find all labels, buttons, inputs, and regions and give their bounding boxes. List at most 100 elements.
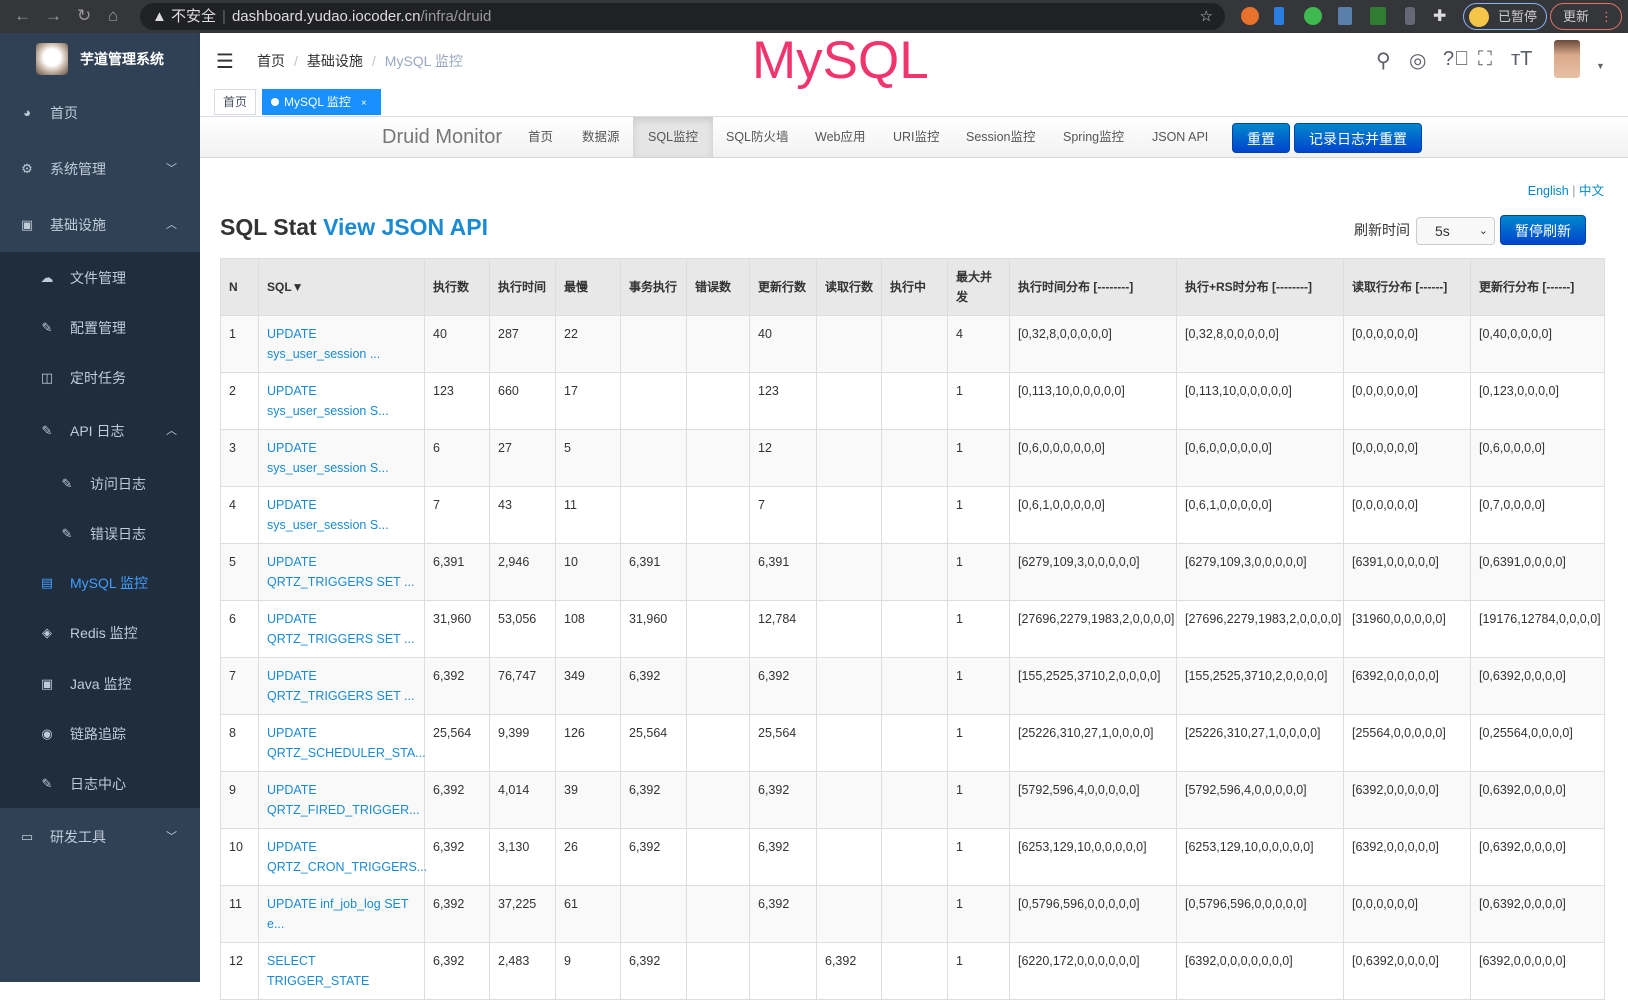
sidebar-item[interactable]: ▣ 基础设施 ︿ — [0, 200, 200, 250]
table-cell: [0,40,0,0,0,0] — [1470, 315, 1605, 373]
extension-icon[interactable] — [1304, 7, 1322, 25]
close-icon[interactable]: × — [360, 98, 367, 109]
sidebar-item[interactable]: ☁ 文件管理 — [0, 253, 200, 303]
sql-link[interactable]: UPDATE QRTZ_TRIGGERS SET ... — [267, 669, 415, 703]
chevron-down-icon: ﹀ — [166, 831, 177, 843]
insecure-label: 不安全 — [171, 8, 217, 25]
table-cell: [0,6392,0,0,0,0] — [1470, 771, 1605, 829]
breadcrumb: 首页 / 基础设施 / MySQL 监控 — [257, 53, 463, 69]
help-icon[interactable]: ?⃝ — [1443, 48, 1470, 70]
table-cell: 7 — [749, 486, 817, 544]
sql-link[interactable]: SELECT TRIGGER_STATE — [267, 954, 370, 988]
druid-nav-item[interactable]: 首页 — [528, 130, 554, 144]
extension-icon[interactable] — [1405, 7, 1415, 25]
active-dot-icon — [271, 98, 279, 106]
druid-nav-item[interactable]: Spring监控 — [1063, 130, 1125, 144]
table-cell: 26 — [555, 828, 621, 886]
table-cell — [816, 885, 882, 943]
table-cell: UPDATE QRTZ_FIRED_TRIGGER... — [258, 771, 425, 829]
puzzle-icon[interactable]: ✚ — [1433, 8, 1447, 25]
breadcrumb-item[interactable]: 首页 — [257, 53, 285, 69]
table-cell: 6,391 — [749, 543, 817, 601]
home-icon[interactable]: ⌂ — [108, 6, 119, 25]
lang-chinese[interactable]: 中文 — [1578, 184, 1604, 198]
sql-link[interactable]: UPDATE QRTZ_FIRED_TRIGGER... — [267, 783, 420, 817]
sql-link[interactable]: UPDATE QRTZ_CRON_TRIGGERS... — [267, 840, 428, 874]
star-icon[interactable]: ☆ — [1199, 8, 1213, 25]
sidebar-item[interactable]: ◕ 首页 — [0, 88, 200, 138]
refresh-interval-select[interactable]: 5s ⌄ — [1416, 217, 1495, 245]
github-icon[interactable]: ◎ — [1409, 50, 1427, 72]
sidebar-item-label: Java 监控 — [70, 676, 132, 692]
column-header[interactable]: SQL▼ — [258, 258, 425, 316]
sidebar-item[interactable]: ◉ 链路追踪 — [0, 709, 200, 759]
druid-nav-item[interactable]: SQL监控 — [633, 117, 714, 157]
lang-english[interactable]: English — [1527, 184, 1569, 198]
druid-nav-item[interactable]: JSON API — [1152, 130, 1209, 144]
sidebar-item[interactable]: ▤ MySQL 监控 — [0, 558, 200, 608]
druid-nav-item[interactable]: SQL防火墙 — [726, 130, 789, 144]
address-bar[interactable]: ▲ 不安全 | dashboard.yudao.iocoder.cn/infra/d… — [140, 3, 1225, 30]
table-row: 7 UPDATE QRTZ_TRIGGERS SET ... 6,392 76,747… — [220, 657, 1605, 715]
column-header: 读取行分布 [------] — [1343, 258, 1471, 316]
tag-label: MySQL 监控 — [284, 95, 351, 109]
tag-mysql[interactable]: MySQL 监控 × — [262, 89, 381, 115]
more-icon: ⋮ — [1600, 9, 1613, 24]
caret-down-icon[interactable]: ▼ — [1596, 61, 1605, 71]
sql-link[interactable]: UPDATE sys_user_session S... — [267, 498, 389, 532]
extension-icon[interactable] — [1274, 7, 1284, 25]
druid-brand[interactable]: Druid Monitor — [382, 126, 503, 148]
sidebar-item[interactable]: ⚙ 系统管理 ﹀ — [0, 144, 200, 194]
druid-nav-item[interactable]: URI监控 — [893, 130, 940, 144]
search-icon[interactable]: ⚲ — [1376, 50, 1391, 72]
table-cell: [155,2525,3710,2,0,0,0,0] — [1176, 657, 1344, 715]
sql-link[interactable]: UPDATE QRTZ_TRIGGERS SET ... — [267, 612, 415, 646]
sidebar-item[interactable]: ✎ 配置管理 — [0, 303, 200, 353]
table-cell: 7 — [220, 657, 259, 715]
table-cell: 53,056 — [489, 600, 556, 658]
tag-home[interactable]: 首页 — [214, 89, 257, 115]
sql-link[interactable]: UPDATE inf_job_log SET e... — [267, 897, 409, 931]
fullscreen-icon[interactable]: ⛶ — [1478, 48, 1492, 70]
sidebar-item[interactable]: ✎ API 日志 ︿ — [0, 406, 200, 456]
sidebar-item[interactable]: ✎ 错误日志 — [0, 509, 200, 559]
log-and-reset-button[interactable]: 记录日志并重置 — [1294, 123, 1422, 153]
sql-link[interactable]: UPDATE sys_user_session ... — [267, 327, 381, 361]
sidebar-item[interactable]: ◈ Redis 监控 — [0, 608, 200, 658]
sidebar-item[interactable]: ✎ 日志中心 — [0, 759, 200, 809]
forward-icon[interactable]: → — [45, 6, 62, 25]
extension-icon[interactable] — [1370, 7, 1386, 25]
edit-icon: ✎ — [41, 320, 53, 335]
table-cell: 1 — [947, 771, 1010, 829]
reset-button[interactable]: 重置 — [1232, 123, 1290, 153]
pause-refresh-button[interactable]: 暂停刷新 — [1500, 215, 1586, 245]
extension-icon[interactable] — [1338, 7, 1352, 25]
monitor-icon: ▣ — [20, 217, 34, 232]
table-row: 3 UPDATE sys_user_session S... 6 27 5 12 1 [0,6… — [220, 429, 1605, 487]
sql-link[interactable]: UPDATE QRTZ_SCHEDULER_STA... — [267, 726, 426, 760]
sidebar-item[interactable]: ▭ 研发工具 ﹀ — [0, 812, 200, 862]
extension-icon[interactable] — [1241, 7, 1259, 25]
font-size-icon[interactable]: ᴛT — [1511, 48, 1533, 70]
back-icon[interactable]: ← — [14, 6, 31, 25]
hamburger-icon[interactable]: ☰ — [216, 51, 234, 73]
sql-link[interactable]: UPDATE sys_user_session S... — [267, 384, 389, 418]
sidebar-item[interactable]: ▣ Java 监控 — [0, 659, 200, 709]
table-cell: UPDATE QRTZ_TRIGGERS SET ... — [258, 600, 425, 658]
profile-button[interactable]: 已暂停 — [1463, 3, 1547, 30]
table-cell — [620, 885, 687, 943]
user-avatar[interactable] — [1554, 40, 1580, 78]
update-button[interactable]: 更新 ⋮ — [1550, 3, 1622, 30]
sidebar-item[interactable]: ✎ 访问日志 — [0, 459, 200, 509]
druid-nav-item[interactable]: Session监控 — [966, 130, 1036, 144]
druid-nav-item[interactable]: Web应用 — [815, 130, 866, 144]
view-json-api-link[interactable]: View JSON API — [323, 214, 489, 240]
table-cell — [881, 486, 948, 544]
sidebar-item[interactable]: ◫ 定时任务 — [0, 353, 200, 403]
breadcrumb-item[interactable]: 基础设施 — [306, 53, 363, 69]
sql-link[interactable]: UPDATE QRTZ_TRIGGERS SET ... — [267, 555, 415, 589]
druid-nav-item[interactable]: 数据源 — [582, 130, 620, 144]
sql-link[interactable]: UPDATE sys_user_session S... — [267, 441, 389, 475]
table-cell — [816, 315, 882, 373]
reload-icon[interactable]: ↻ — [77, 6, 92, 25]
